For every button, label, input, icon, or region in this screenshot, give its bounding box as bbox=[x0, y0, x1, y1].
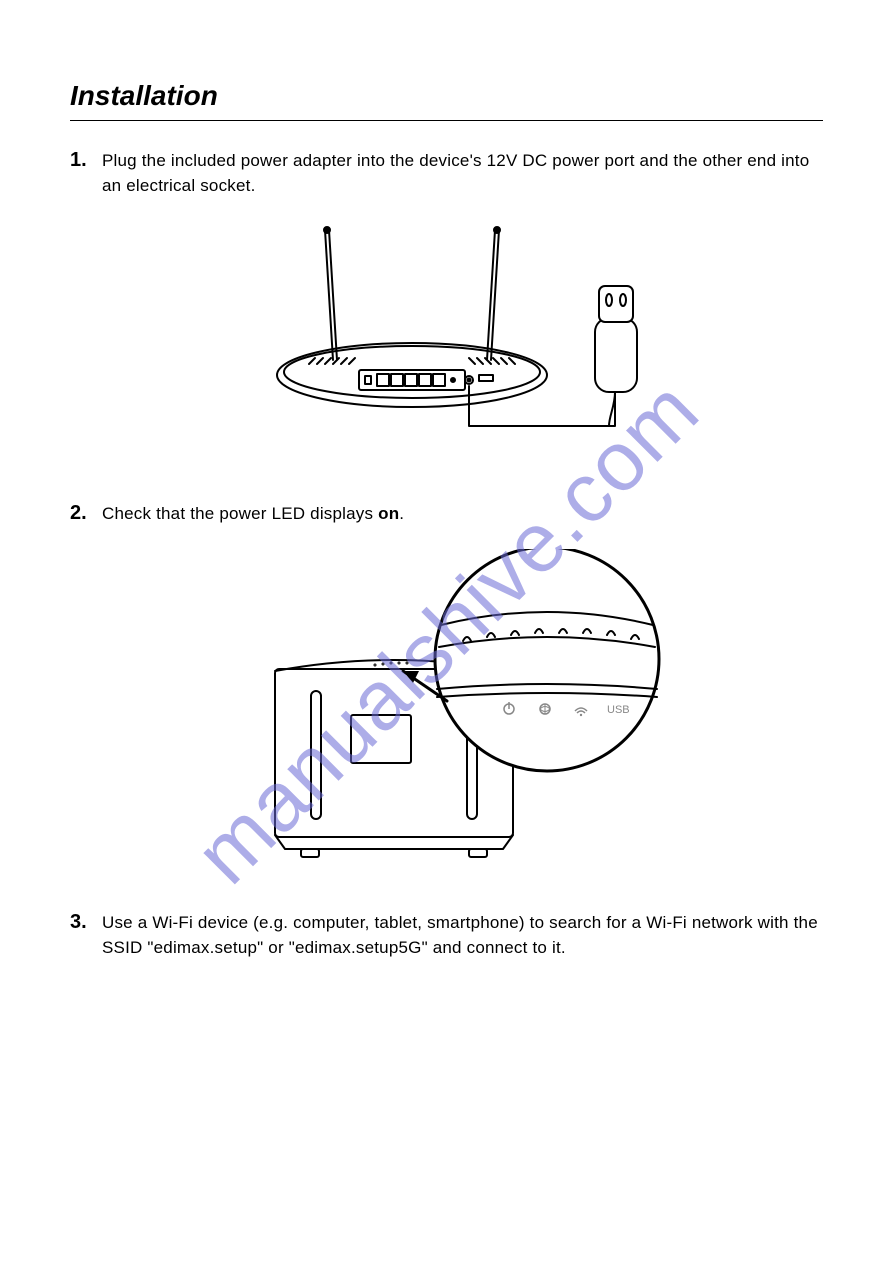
step-2-text: Check that the power LED displays on. bbox=[102, 502, 823, 527]
page-title: Installation bbox=[70, 80, 823, 112]
figure-router-power bbox=[237, 220, 657, 460]
step-3-text-before: Use a Wi-Fi device (e.g. computer, table… bbox=[102, 913, 818, 957]
step-1-text-before: Plug the included power adapter into the… bbox=[102, 151, 809, 195]
figure-2-wrap: USB bbox=[70, 549, 823, 869]
figure-router-led: USB bbox=[227, 549, 667, 869]
title-rule bbox=[70, 120, 823, 121]
step-1: 1. Plug the included power adapter into … bbox=[70, 149, 823, 198]
step-2-number: 2. bbox=[70, 502, 87, 525]
step-2: 2. Check that the power LED displays on. bbox=[70, 502, 823, 527]
step-3-number: 3. bbox=[70, 911, 87, 934]
figure-1-wrap bbox=[70, 220, 823, 460]
step-2-text-before: Check that the power LED displays bbox=[102, 504, 378, 523]
step-1-number: 1. bbox=[70, 149, 87, 172]
led-label-usb: USB bbox=[607, 704, 630, 716]
step-3-text: Use a Wi-Fi device (e.g. computer, table… bbox=[102, 911, 823, 960]
step-2-bold: on bbox=[378, 504, 399, 523]
step-1-text: Plug the included power adapter into the… bbox=[102, 149, 823, 198]
step-3: 3. Use a Wi-Fi device (e.g. computer, ta… bbox=[70, 911, 823, 960]
step-2-text-after: . bbox=[399, 504, 404, 523]
